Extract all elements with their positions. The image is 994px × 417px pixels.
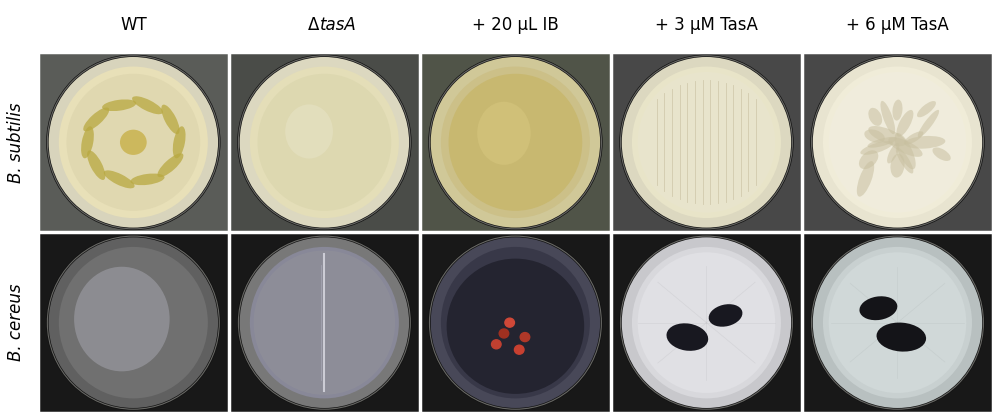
Text: WT: WT (120, 16, 146, 34)
Ellipse shape (173, 126, 185, 158)
Circle shape (520, 333, 529, 342)
Ellipse shape (708, 304, 742, 327)
Ellipse shape (896, 110, 912, 137)
Ellipse shape (894, 133, 914, 169)
Text: + 3 μM TasA: + 3 μM TasA (654, 16, 757, 34)
Ellipse shape (876, 323, 925, 352)
Ellipse shape (811, 236, 982, 409)
Ellipse shape (931, 148, 950, 161)
Ellipse shape (880, 101, 895, 134)
Ellipse shape (440, 67, 589, 218)
Ellipse shape (858, 150, 878, 169)
Ellipse shape (856, 161, 874, 197)
Ellipse shape (620, 56, 791, 229)
Circle shape (514, 345, 524, 354)
Ellipse shape (637, 72, 774, 213)
Ellipse shape (916, 110, 938, 138)
Ellipse shape (249, 67, 399, 218)
Ellipse shape (161, 105, 179, 134)
Ellipse shape (631, 67, 780, 218)
Ellipse shape (631, 247, 780, 398)
Ellipse shape (868, 108, 882, 126)
Ellipse shape (867, 137, 896, 148)
Ellipse shape (285, 104, 333, 158)
Ellipse shape (828, 72, 965, 213)
Ellipse shape (67, 74, 200, 211)
Ellipse shape (666, 323, 708, 351)
Ellipse shape (620, 236, 791, 409)
Circle shape (491, 340, 501, 349)
Ellipse shape (888, 137, 921, 157)
Ellipse shape (811, 56, 982, 229)
Ellipse shape (257, 74, 391, 211)
Text: Δ: Δ (308, 16, 319, 34)
Ellipse shape (822, 247, 971, 398)
Ellipse shape (74, 267, 169, 372)
Ellipse shape (477, 102, 530, 165)
Ellipse shape (59, 247, 208, 398)
Ellipse shape (864, 129, 884, 143)
Ellipse shape (446, 259, 583, 394)
Ellipse shape (429, 56, 600, 229)
Circle shape (504, 318, 514, 327)
Ellipse shape (429, 236, 600, 409)
Text: B. subtilis: B. subtilis (7, 102, 25, 183)
Ellipse shape (828, 252, 965, 393)
Ellipse shape (239, 236, 410, 409)
Ellipse shape (887, 143, 899, 163)
Text: tasA: tasA (320, 16, 357, 34)
Ellipse shape (157, 153, 183, 177)
Ellipse shape (48, 56, 219, 229)
Ellipse shape (249, 247, 399, 398)
Ellipse shape (132, 96, 163, 114)
Ellipse shape (916, 101, 935, 117)
Ellipse shape (859, 296, 897, 320)
Ellipse shape (868, 126, 906, 146)
Ellipse shape (59, 67, 208, 218)
Ellipse shape (440, 247, 589, 398)
Text: + 6 μM TasA: + 6 μM TasA (845, 16, 948, 34)
Ellipse shape (904, 136, 944, 149)
Ellipse shape (253, 251, 395, 395)
Ellipse shape (892, 100, 902, 121)
Ellipse shape (903, 131, 922, 145)
Ellipse shape (822, 67, 971, 218)
Ellipse shape (103, 171, 134, 188)
Ellipse shape (83, 108, 109, 131)
Ellipse shape (239, 56, 410, 229)
Ellipse shape (860, 141, 892, 155)
Ellipse shape (120, 130, 146, 155)
Ellipse shape (130, 173, 164, 185)
Text: + 20 μL IB: + 20 μL IB (471, 16, 559, 34)
Ellipse shape (890, 154, 904, 178)
Circle shape (499, 329, 508, 338)
Ellipse shape (87, 151, 105, 180)
Ellipse shape (895, 147, 912, 173)
Ellipse shape (82, 126, 93, 158)
Ellipse shape (48, 236, 219, 409)
Ellipse shape (102, 99, 136, 111)
Ellipse shape (448, 74, 581, 211)
Ellipse shape (637, 252, 774, 393)
Text: B. cereus: B. cereus (7, 284, 25, 362)
